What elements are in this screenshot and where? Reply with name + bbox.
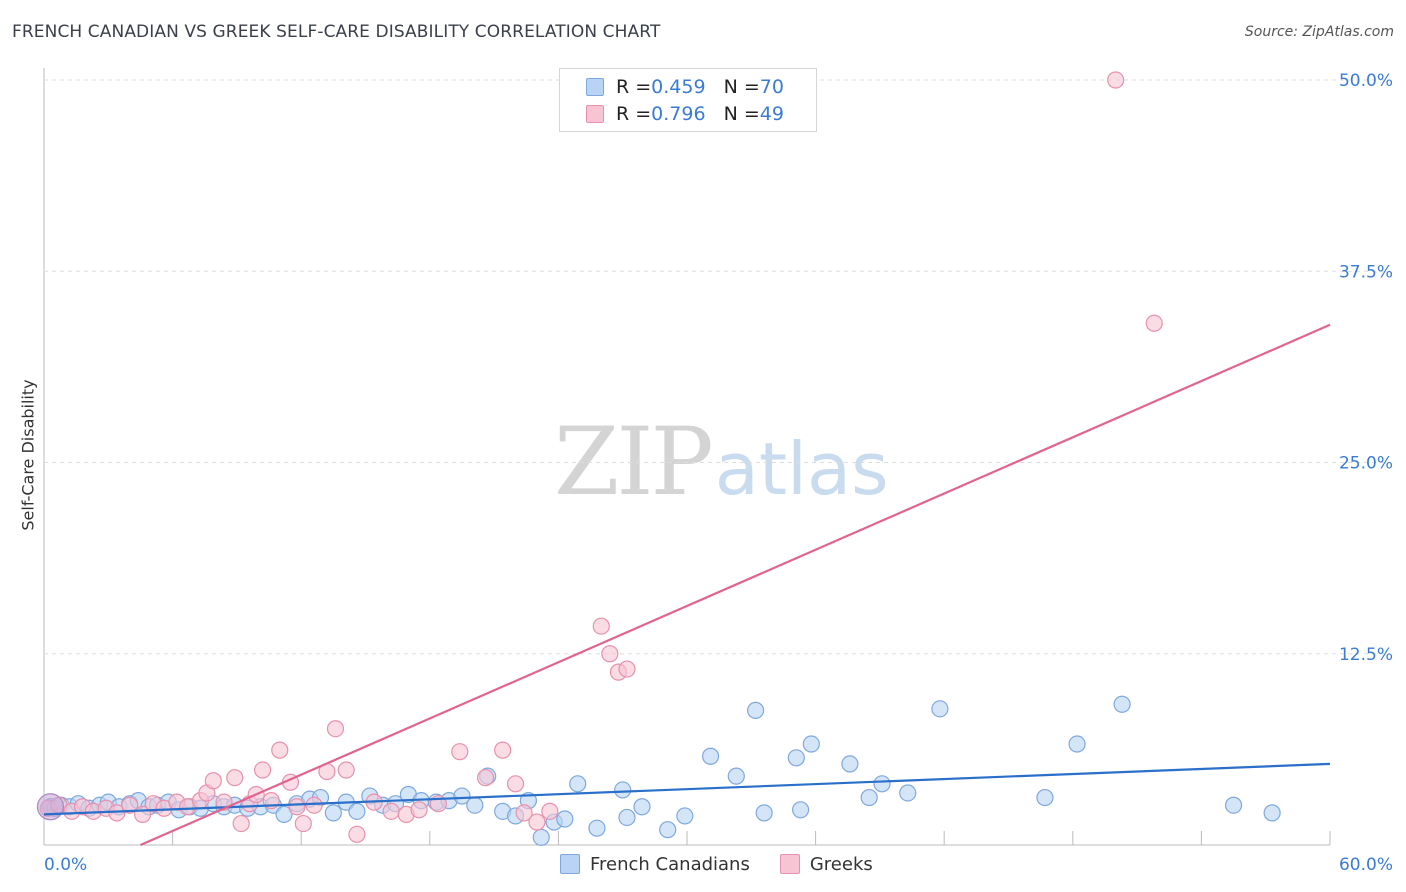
legend-blue-n-label: N = <box>723 76 760 98</box>
greek-point <box>232 814 250 833</box>
french-canadian-point <box>532 828 550 846</box>
greek-point <box>618 660 636 678</box>
greek-point <box>382 802 400 820</box>
french-canadian-point <box>787 749 805 767</box>
legend-row-pink: R = 0.796 N = 49 <box>586 102 784 126</box>
overlap-cluster-point <box>36 793 65 821</box>
french-canadian-point <box>676 807 694 825</box>
greek-point <box>506 775 525 793</box>
french-canadian-point <box>453 787 471 805</box>
french-canadian-point <box>1113 695 1131 713</box>
french-canadian-point <box>466 796 484 814</box>
french-canadian-point <box>556 810 574 828</box>
greek-point <box>204 772 222 790</box>
greek-point <box>528 813 546 831</box>
french-canadian-point <box>746 701 765 719</box>
french-canadian-point <box>275 805 293 824</box>
greek-point <box>451 743 469 761</box>
chart-title: FRENCH CANADIAN VS GREEK SELF-CARE DISAB… <box>12 22 661 42</box>
french-canadian-point <box>931 700 949 718</box>
legend-swatch-blue <box>586 78 604 96</box>
french-canadian-point <box>841 755 859 773</box>
series-swatch-pink <box>779 854 800 874</box>
greek-point <box>337 761 355 779</box>
series-swatch-blue <box>560 854 580 874</box>
greek-trend-line <box>140 323 1331 847</box>
legend-pink-r-value: 0.796 <box>651 103 706 125</box>
greek-point <box>226 769 244 787</box>
legend-pink-n-label: N = <box>723 103 760 125</box>
french-canadian-point <box>755 804 773 822</box>
y-tick-label: 25.0% <box>1339 454 1393 474</box>
x-tick-label-min: 0.0% <box>44 855 87 875</box>
y-tick-label: 12.5% <box>1339 645 1393 665</box>
x-tick-label-max: 60.0% <box>1339 855 1393 875</box>
greek-point <box>326 720 345 738</box>
greek-point <box>410 801 428 819</box>
series-legend: French Canadians Greeks <box>560 852 903 876</box>
y-tick-label: 37.5% <box>1339 262 1393 282</box>
french-canadian-point <box>569 775 587 793</box>
series-legend-greeks: Greeks <box>779 853 873 875</box>
correlation-legend: R = 0.459 N = 70 R = 0.796 N = 49 <box>559 68 817 132</box>
greek-point <box>121 796 139 814</box>
greek-point <box>1107 71 1125 89</box>
series-legend-french-canadians: French Canadians <box>560 854 750 875</box>
y-tick-label: 50.0% <box>1339 71 1393 91</box>
french-canadian-point <box>899 784 917 802</box>
french-canadian-point <box>1224 796 1243 814</box>
greek-point <box>271 741 289 759</box>
greek-point <box>601 645 619 663</box>
greek-point <box>476 769 495 787</box>
greek-point <box>592 617 610 635</box>
legend-blue-r-label: R = <box>616 76 652 98</box>
french-canadian-point <box>727 767 745 785</box>
legend-blue-r-value: 0.459 <box>651 76 706 98</box>
legend-pink-n-value: 49 <box>759 103 784 125</box>
legend-blue-n-value: 70 <box>759 76 784 98</box>
series-name-greeks: Greeks <box>809 853 873 875</box>
french-canadian-point <box>324 804 342 822</box>
greek-point <box>348 825 366 843</box>
legend-row-blue: R = 0.459 N = 70 <box>586 75 784 99</box>
source-credit: Source: ZipAtlas.com <box>1244 24 1394 40</box>
french-canadian-point <box>1068 735 1086 753</box>
french-canadian-point <box>1263 804 1281 822</box>
french-canadian-point <box>791 801 810 819</box>
french-canadian-trend-line <box>43 762 1331 816</box>
french-canadian-point <box>1036 788 1054 807</box>
legend-pink-r-label: R = <box>616 103 652 125</box>
french-canadian-point <box>802 735 820 753</box>
french-canadian-point <box>588 819 606 837</box>
greek-point <box>494 741 512 759</box>
french-canadian-point <box>614 781 632 799</box>
french-canadian-point <box>873 775 891 793</box>
french-canadian-point <box>701 747 720 765</box>
greek-point <box>305 796 323 814</box>
french-canadian-point <box>633 798 651 816</box>
french-canadian-point <box>618 808 636 827</box>
greek-point <box>1145 314 1163 332</box>
french-canadian-point <box>860 788 878 807</box>
greek-point <box>254 761 272 779</box>
series-name-french-canadians: French Canadians <box>590 853 750 875</box>
greek-point <box>294 814 312 833</box>
legend-swatch-pink <box>586 105 604 123</box>
greek-point <box>541 802 559 820</box>
french-canadian-point <box>659 821 677 839</box>
french-canadian-point <box>348 802 366 820</box>
greek-point <box>515 804 533 822</box>
y-axis-label: Self-Care Disability <box>18 379 38 531</box>
greek-point <box>288 798 306 816</box>
